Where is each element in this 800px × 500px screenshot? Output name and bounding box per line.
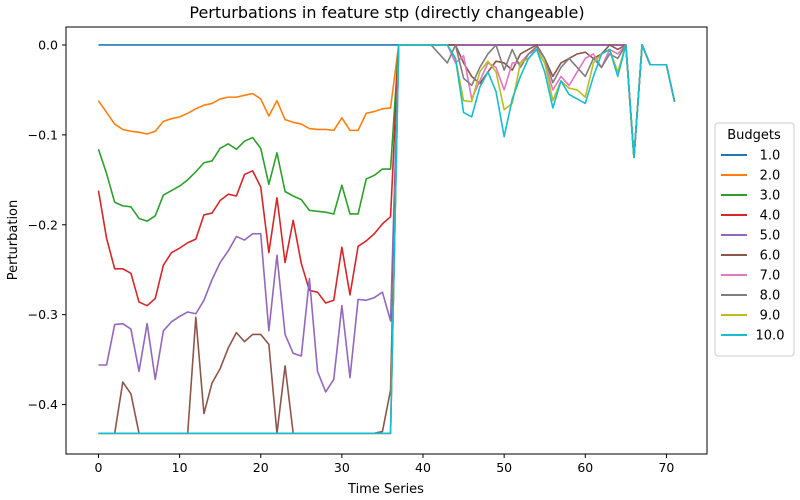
series-line-10 — [98, 44, 676, 435]
legend-label-7: 7.0 — [760, 269, 781, 284]
y-tick-label: −0.2 — [28, 217, 58, 232]
series-line-7 — [98, 44, 676, 435]
y-tick-label: 0.0 — [38, 37, 58, 52]
series-line-6 — [98, 44, 676, 435]
x-tick-label: 30 — [334, 460, 350, 475]
x-tick-label: 10 — [172, 460, 188, 475]
legend-title: Budgets — [727, 128, 781, 143]
legend-label-6: 6.0 — [760, 249, 781, 264]
x-tick-label: 0 — [94, 460, 102, 475]
legend-label-9: 9.0 — [760, 309, 781, 324]
legend-box — [714, 122, 795, 357]
y-axis: 0.0 −0.1 −0.2 −0.3 −0.4 — [28, 37, 66, 412]
legend: Budgets 1.0 2.0 3.0 4.0 5.0 6.0 7.0 8.0 9.0 10.0 — [714, 122, 795, 357]
legend-label-1: 1.0 — [760, 149, 781, 164]
series-line-1 — [98, 44, 676, 159]
x-tick-label: 70 — [658, 460, 674, 475]
legend-label-3: 3.0 — [760, 189, 781, 204]
x-tick-label: 60 — [577, 460, 593, 475]
y-tick-label: −0.1 — [28, 127, 58, 142]
series-line-8 — [98, 44, 676, 435]
legend-label-2: 2.0 — [760, 169, 781, 184]
series-line-5 — [98, 44, 676, 393]
y-tick-label: −0.4 — [28, 397, 58, 412]
y-axis-label: Perturbation — [6, 200, 21, 281]
x-tick-label: 20 — [253, 460, 269, 475]
x-axis: 0 10 20 30 40 50 60 70 — [94, 454, 674, 475]
series-line-2 — [97, 44, 676, 159]
y-tick-label: −0.3 — [28, 307, 58, 322]
chart-title: Perturbations in feature stp (directly c… — [189, 3, 584, 22]
legend-label-4: 4.0 — [760, 209, 781, 224]
x-axis-label: Time Series — [347, 482, 424, 497]
plot-frame — [65, 26, 708, 455]
legend-label-8: 8.0 — [760, 289, 781, 304]
legend-label-10: 10.0 — [756, 329, 785, 344]
legend-label-5: 5.0 — [760, 229, 781, 244]
legend-items: 1.0 2.0 3.0 4.0 5.0 6.0 7.0 8.0 9.0 10.0 — [721, 149, 784, 344]
series-line-9 — [98, 44, 676, 435]
x-tick-label: 50 — [496, 460, 512, 475]
x-tick-label: 40 — [415, 460, 431, 475]
series-layer — [97, 44, 676, 435]
